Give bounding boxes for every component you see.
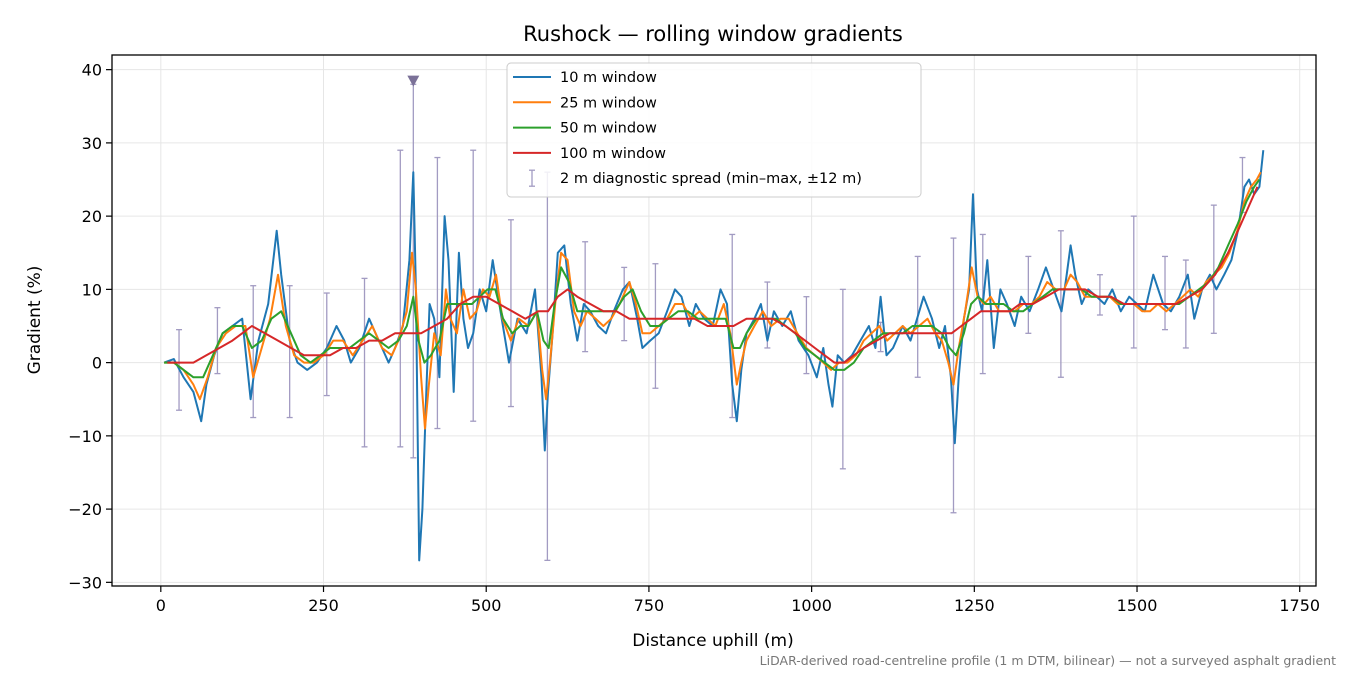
series-lines [163, 150, 1265, 562]
footnote: LiDAR-derived road-centreline profile (1… [760, 653, 1336, 668]
x-axis-label: Distance uphill (m) [632, 631, 793, 651]
legend-entry-4: 100 m window [513, 146, 666, 162]
axis-ticks: 0 250 500 750 1000 1250 1500 1750 −30 −20 −10 0 10 20… [68, 61, 1320, 615]
y-tick-label: 0 [92, 354, 102, 373]
x-tick-label: 500 [471, 596, 502, 615]
legend-label: 50 m window [560, 121, 657, 137]
legend-entry-5: 2 m diagnostic spread (min–max, ±12 m) [529, 169, 862, 187]
legend-label: 2 m diagnostic spread (min–max, ±12 m) [560, 171, 862, 187]
diagnostic-spread-bar [507, 219, 514, 408]
chart-title: Rushock — rolling window gradients [523, 22, 903, 46]
diagnostic-spread-bar [323, 292, 330, 397]
x-tick-label: 0 [156, 596, 166, 615]
diagnostic-spread-bar [214, 307, 221, 375]
legend-entry-1: 10 m window [513, 70, 657, 86]
diagnostic-spread-bar [1210, 204, 1217, 334]
x-tick-label: 1250 [954, 596, 995, 615]
diagnostic-spread-bars [176, 83, 1246, 562]
y-tick-label: −10 [68, 427, 102, 446]
diagnostic-spread-bar [397, 149, 404, 448]
legend-entry-3: 50 m window [513, 121, 657, 137]
diagnostic-spread-bar [803, 296, 810, 375]
diagnostic-spread-bar [1130, 215, 1137, 349]
legend: 10 m window 25 m window 50 m window 100 m w… [506, 62, 922, 198]
y-tick-label: 10 [82, 280, 102, 299]
x-tick-label: 1500 [1117, 596, 1158, 615]
diagnostic-spread-bar [1025, 255, 1032, 334]
diagnostic-spread-bar [250, 285, 257, 419]
x-tick-label: 250 [308, 596, 339, 615]
diagnostic-spread-bar [1182, 259, 1189, 349]
diagnostic-spread-bar [1057, 230, 1064, 378]
y-tick-label: 30 [82, 134, 102, 153]
y-tick-label: 40 [82, 61, 102, 80]
diagnostic-spread-bar [470, 149, 477, 422]
y-tick-label: −30 [68, 573, 102, 592]
peak-marker [407, 75, 420, 87]
legend-label: 25 m window [560, 95, 657, 111]
legend-entry-2: 25 m window [513, 95, 657, 111]
series-line-4 [167, 186, 1259, 364]
legend-box [506, 62, 922, 198]
plot-frame [111, 54, 1317, 587]
x-tick-label: 1000 [791, 596, 832, 615]
y-axis-label: Gradient (%) [25, 266, 45, 375]
diagnostic-spread-bar [361, 277, 368, 448]
legend-label: 10 m window [560, 70, 657, 86]
x-tick-label: 1750 [1279, 596, 1320, 615]
diagnostic-spread-bar [1162, 255, 1169, 331]
diagnostic-spread-bar [950, 237, 957, 514]
legend-label: 100 m window [560, 146, 666, 162]
y-tick-label: 20 [82, 207, 102, 226]
marker-layer [407, 75, 420, 87]
diagnostic-spread-bar [286, 285, 293, 419]
diagnostic-spread-bar [839, 288, 846, 470]
y-tick-label: −20 [68, 500, 102, 519]
series-line-2 [164, 171, 1262, 430]
diagnostic-spread-bar [621, 266, 628, 342]
x-tick-label: 750 [634, 596, 665, 615]
diagnostic-spread-bar [434, 156, 441, 430]
diagnostic-spread-bar [582, 241, 589, 353]
diagnostic-spread-bar [1096, 274, 1103, 316]
